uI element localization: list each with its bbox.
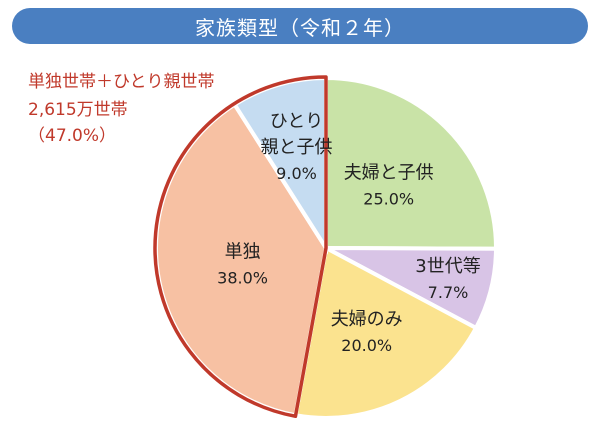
slice-label-4: 単独: [225, 241, 261, 262]
annotation-line-1: 単独世帯＋ひとり親世帯: [28, 72, 215, 92]
slice-value-2: 7.7%: [428, 283, 469, 302]
slice-value-3: 20.0%: [341, 336, 392, 355]
slice-value-4: 38.0%: [217, 268, 268, 287]
annotation-line-3: （47.0%）: [28, 126, 117, 146]
slice-label-5-line-2: 親と子供: [261, 137, 333, 158]
slice-label-1: 夫婦と子供: [344, 163, 434, 184]
slice-label-5-line-1: ひとり: [270, 111, 323, 132]
pie-labels: 夫婦と子供 25.0% 3世代等 7.7% 夫婦のみ 20.0% 単独 38.0% ひとり親と子…: [217, 111, 481, 355]
pie-slice-1: [324, 75, 499, 251]
chart-title: 家族類型（令和２年）: [195, 15, 405, 40]
slice-label-2: 3世代等: [415, 256, 480, 277]
pie-slice-3: [293, 244, 479, 420]
slice-label-3: 夫婦のみ: [331, 309, 403, 330]
slice-value-5: 9.0%: [276, 164, 317, 183]
slice-value-1: 25.0%: [363, 190, 414, 209]
title-bar: 家族類型（令和２年）: [12, 8, 588, 44]
highlight-outline: [153, 75, 328, 418]
annotation-line-2: 2,615万世帯: [28, 100, 128, 120]
